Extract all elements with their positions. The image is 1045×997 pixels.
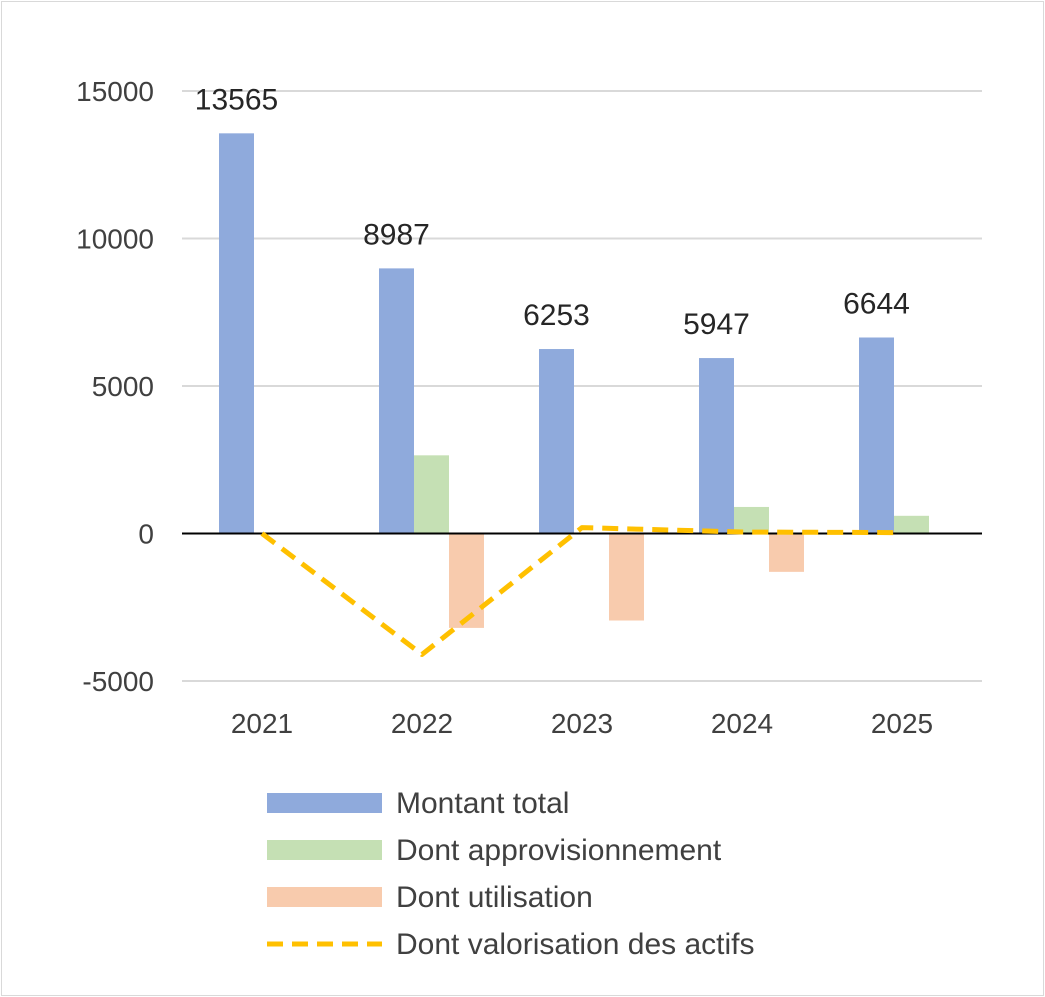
bar-montant-total-2023 (539, 349, 574, 534)
data-label-2023: 6253 (523, 299, 590, 332)
y-tick-label-3: 0 (138, 519, 154, 550)
bar-dont-approvisionnement-2022 (414, 455, 449, 534)
x-tick-label-2025: 2025 (871, 708, 933, 739)
bar-montant-total-2024 (699, 358, 734, 534)
bar-dont-approvisionnement-2025 (894, 515, 929, 534)
bar-montant-total-2021 (219, 133, 254, 534)
x-tick-label-2022: 2022 (391, 708, 453, 739)
y-tick-label-4: -5000 (82, 666, 154, 697)
x-tick-label-2023: 2023 (551, 708, 613, 739)
legend-swatch-dont-approvisionnement (267, 840, 382, 860)
bar-dont-utilisation-2022 (449, 533, 484, 628)
y-tick-label-2: 5000 (92, 371, 154, 402)
x-tick-label-2021: 2021 (231, 708, 293, 739)
legend-label-dont-utilisation: Dont utilisation (396, 881, 593, 914)
y-tick-label-0: 15000 (76, 76, 154, 107)
data-label-2021: 13565 (195, 83, 278, 116)
x-tick-label-2024: 2024 (711, 708, 773, 739)
bar-montant-total-2025 (859, 337, 894, 534)
legend-label-dont-valorisation-des-actifs: Dont valorisation des actifs (396, 928, 755, 961)
data-label-2022: 8987 (363, 218, 430, 251)
bar-dont-approvisionnement-2024 (734, 506, 769, 534)
y-tick-label-1: 10000 (76, 224, 154, 255)
line-dont-valorisation-des-actifs (260, 525, 903, 657)
legend-label-montant-total: Montant total (396, 787, 569, 820)
bar-dont-utilisation-2024 (769, 533, 804, 572)
legend-swatch-dont-utilisation (267, 887, 382, 907)
legend-label-dont-approvisionnement: Dont approvisionnement (396, 834, 722, 867)
bar-dont-utilisation-2023 (609, 533, 644, 621)
bar-montant-total-2022 (379, 268, 414, 534)
legend-swatch-montant-total (267, 793, 382, 813)
data-label-2025: 6644 (843, 288, 910, 321)
data-label-2024: 5947 (683, 308, 750, 341)
